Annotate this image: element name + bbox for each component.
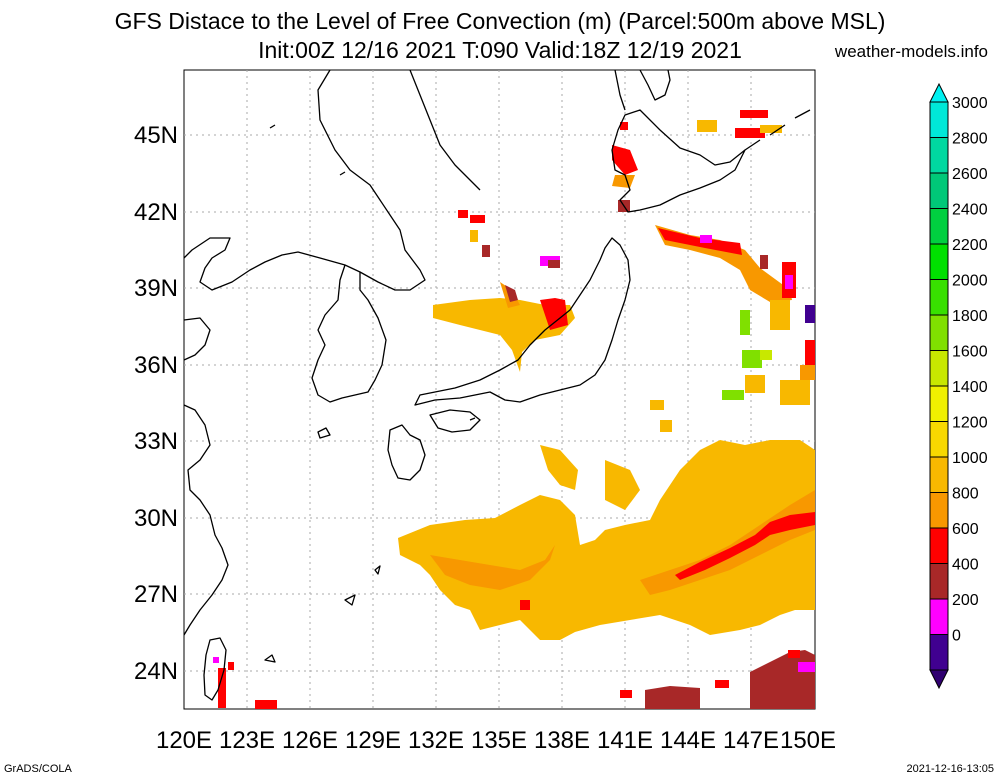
colorbar-label: 0 bbox=[952, 628, 961, 645]
coast-mainland bbox=[183, 69, 426, 291]
colorbar-swatch bbox=[929, 314, 949, 351]
lat-axis-labels: 45N 42N 39N 36N 33N 30N 27N 24N bbox=[134, 122, 178, 685]
colorbar-swatch bbox=[929, 456, 949, 493]
coast-china bbox=[183, 317, 229, 636]
colorbar-swatch bbox=[929, 421, 949, 458]
colorbar-swatch bbox=[929, 634, 949, 671]
colorbar-label: 800 bbox=[952, 486, 979, 503]
colorbar-swatch bbox=[929, 598, 949, 635]
lon-label: 144E bbox=[660, 727, 716, 754]
coast-taiwan bbox=[203, 637, 227, 701]
lon-label: 132E bbox=[408, 727, 464, 754]
coast-honshu bbox=[414, 237, 631, 406]
colorbar-bottom-arrow bbox=[929, 669, 949, 690]
chart-subtitle: Init:00Z 12/16 2021 T:090 Valid:18Z 12/1… bbox=[258, 37, 742, 63]
site-credit: weather-models.info bbox=[834, 42, 988, 61]
colorbar-swatch bbox=[929, 243, 949, 280]
lat-label: 42N bbox=[134, 199, 178, 226]
lon-label: 123E bbox=[219, 727, 275, 754]
colorbar-label: 2200 bbox=[952, 237, 988, 254]
colorbar-labels: 3000280026002400220020001800160014001200… bbox=[952, 95, 988, 645]
coast-primorye bbox=[409, 69, 481, 191]
shade-red-streak bbox=[675, 512, 815, 580]
lon-label: 150E bbox=[780, 727, 836, 754]
colorbar-label: 1400 bbox=[952, 379, 988, 396]
footer-software: GrADS/COLA bbox=[4, 763, 72, 775]
lat-label: 45N bbox=[134, 122, 178, 149]
lon-label: 147E bbox=[723, 727, 779, 754]
coast-shikoku bbox=[429, 409, 481, 433]
colorbar-swatch bbox=[929, 527, 949, 564]
colorbar-swatch bbox=[929, 101, 949, 138]
colorbar-label: 1000 bbox=[952, 450, 988, 467]
shade-southern-band bbox=[398, 440, 815, 640]
colorbar-label: 2800 bbox=[952, 131, 988, 148]
lat-label: 36N bbox=[134, 352, 178, 379]
colorbar-swatch bbox=[929, 208, 949, 245]
shade-sea-of-japan bbox=[433, 298, 575, 372]
lat-label: 30N bbox=[134, 505, 178, 532]
colorbar-label: 1200 bbox=[952, 415, 988, 432]
colorbar-swatch bbox=[929, 350, 949, 387]
coastlines bbox=[183, 69, 811, 701]
colorbar-boxes bbox=[929, 101, 949, 671]
colorbar-label: 2600 bbox=[952, 166, 988, 183]
colorbar-label: 3000 bbox=[952, 95, 988, 112]
colorbar-label: 400 bbox=[952, 557, 979, 574]
lon-label: 129E bbox=[345, 727, 401, 754]
footer-timestamp: 2021-12-16-13:05 bbox=[906, 763, 994, 775]
coast-hokkaido bbox=[611, 109, 746, 213]
lon-axis-labels: 120E 123E 126E 129E 132E 135E 138E 141E … bbox=[156, 727, 836, 754]
colorbar-label: 2000 bbox=[952, 273, 988, 290]
lat-label: 39N bbox=[134, 275, 178, 302]
coast-sakhalin bbox=[614, 69, 671, 111]
colorbar-label: 2400 bbox=[952, 202, 988, 219]
colorbar-swatch bbox=[929, 492, 949, 529]
colorbar-swatch bbox=[929, 137, 949, 174]
colorbar-label: 600 bbox=[952, 521, 979, 538]
colorbar-label: 200 bbox=[952, 592, 979, 609]
lon-label: 138E bbox=[534, 727, 590, 754]
lon-label: 141E bbox=[597, 727, 653, 754]
colorbar-swatch bbox=[929, 563, 949, 600]
coast-kyushu bbox=[387, 424, 426, 481]
colorbar-label: 1800 bbox=[952, 308, 988, 325]
lat-label: 33N bbox=[134, 428, 178, 455]
colorbar-top-arrow bbox=[929, 82, 949, 103]
lon-label: 126E bbox=[282, 727, 338, 754]
coast-korea bbox=[311, 264, 387, 403]
lfc-shading bbox=[213, 110, 815, 709]
lon-label: 120E bbox=[156, 727, 212, 754]
colorbar-swatch bbox=[929, 172, 949, 209]
lat-label: 27N bbox=[134, 581, 178, 608]
lon-label: 135E bbox=[471, 727, 527, 754]
chart-title: GFS Distace to the Level of Free Convect… bbox=[114, 8, 886, 34]
colorbar-label: 1600 bbox=[952, 344, 988, 361]
colorbar-swatch bbox=[929, 279, 949, 316]
lat-label: 24N bbox=[134, 658, 178, 685]
colorbar-swatch bbox=[929, 385, 949, 422]
colorbar: 3000280026002400220020001800160014001200… bbox=[929, 82, 988, 690]
shade-brown-south bbox=[645, 686, 700, 709]
